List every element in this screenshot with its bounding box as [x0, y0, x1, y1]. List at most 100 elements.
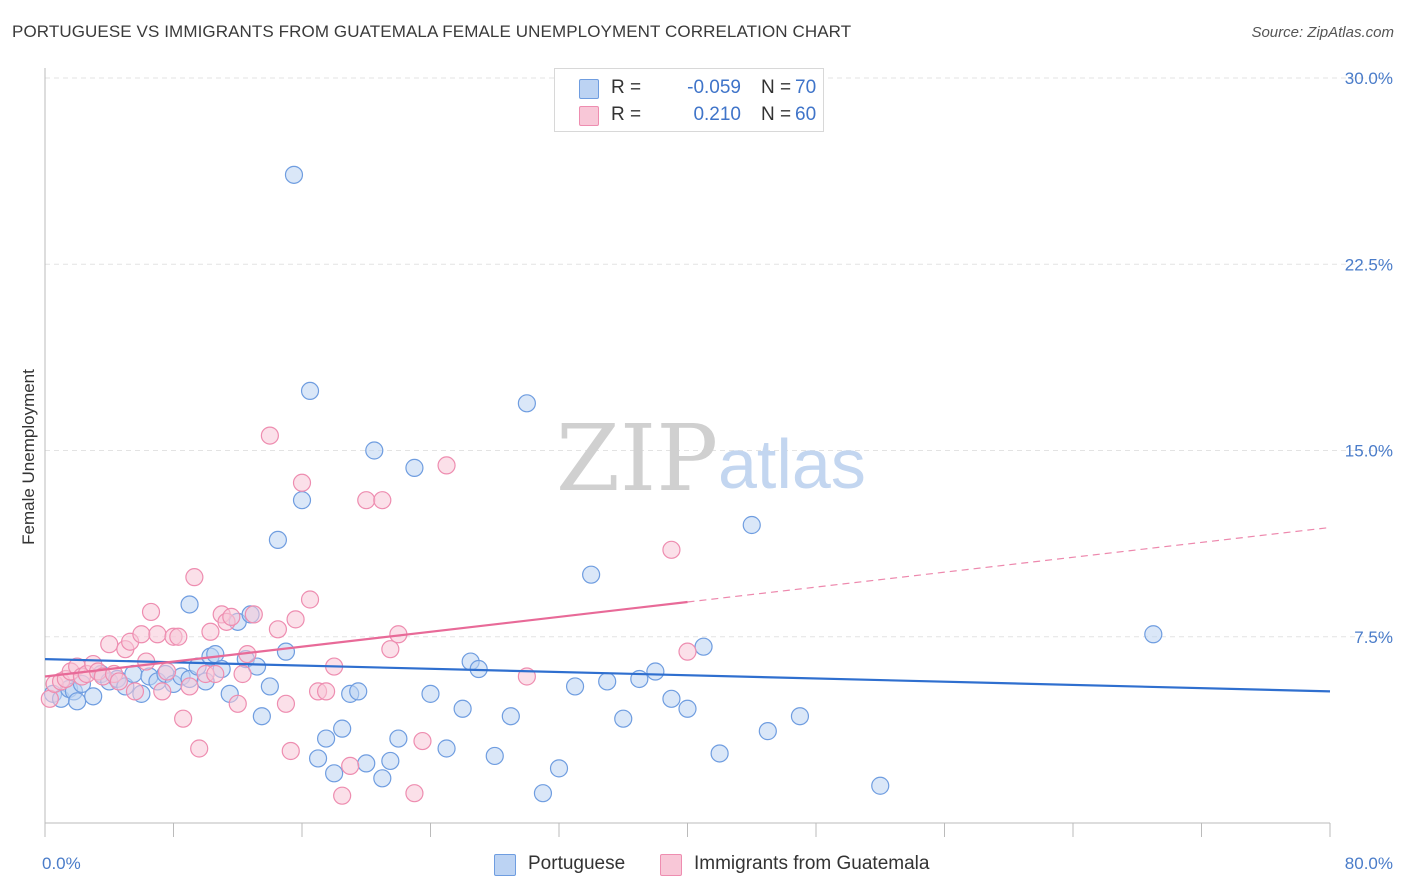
legend-n-label: N = [761, 104, 792, 125]
legend-n-label: N = [761, 77, 792, 98]
y-tick-label: 7.5% [1354, 628, 1393, 647]
guatemala-point [132, 625, 151, 644]
guatemala-point [333, 786, 352, 805]
portuguese-point [790, 707, 810, 726]
portuguese-point [284, 165, 304, 184]
portuguese-point [68, 692, 87, 711]
portuguese-point [710, 744, 729, 763]
portuguese-point [453, 699, 472, 718]
portuguese-point [501, 707, 520, 726]
portuguese-point [678, 699, 697, 718]
legend-r-label: R = [611, 77, 642, 98]
portuguese-point [598, 672, 617, 691]
portuguese-point [365, 441, 384, 460]
watermark-zip: ZIP [556, 405, 718, 512]
portuguese-point [260, 677, 279, 696]
portuguese-point [308, 749, 328, 768]
portuguese-point [405, 458, 424, 477]
guatemala-point [244, 605, 263, 624]
portuguese-point [252, 707, 271, 726]
guatemala-point [228, 694, 247, 713]
guatemala-trend-line [44, 600, 688, 678]
guatemala-point [109, 672, 128, 691]
x-tick-labels: 0.0% 80.0% [42, 854, 1393, 873]
portuguese-point [758, 722, 777, 741]
portuguese-point [871, 776, 890, 795]
guatemala-point [148, 625, 167, 644]
guatemala-point [286, 610, 305, 629]
portuguese-point [357, 754, 376, 773]
chart-title: PORTUGUESE VS IMMIGRANTS FROM GUATEMALA … [12, 22, 852, 41]
guatemala-point [169, 627, 188, 646]
guatemala-point [190, 739, 209, 758]
watermark-atlas: atlas [718, 425, 866, 503]
guatemala-point [153, 682, 172, 701]
bottom-legend-swatch-guatemala [660, 854, 682, 876]
portuguese-point [614, 709, 633, 728]
guatemala-point [292, 473, 312, 492]
y-tick-label: 22.5% [1345, 255, 1393, 274]
guatemala-point [233, 664, 252, 684]
guatemala-point [222, 607, 241, 626]
guatemala-point [381, 640, 400, 659]
portuguese-point [582, 565, 601, 584]
portuguese-point [565, 677, 585, 696]
portuguese-point [389, 729, 408, 748]
source-label: Source: ZipAtlas.com [1251, 24, 1394, 41]
y-tick-label: 30.0% [1345, 69, 1393, 88]
portuguese-point [485, 746, 504, 766]
portuguese-point [742, 515, 761, 535]
y-tick-label: 15.0% [1345, 442, 1393, 461]
guatemala-point [405, 784, 424, 803]
guatemala-point [341, 756, 360, 775]
grid-lines [45, 77, 1392, 638]
portuguese-trend-line [44, 658, 1331, 693]
legend-r-value: 0.210 [693, 104, 741, 125]
legend-r-value: -0.059 [687, 77, 741, 98]
legend-swatch-guatemala [579, 106, 599, 126]
bottom-legend-label-portuguese: Portuguese [528, 853, 626, 874]
watermark: ZIP atlas [556, 405, 866, 512]
portuguese-point [84, 687, 103, 706]
portuguese-point [373, 769, 392, 788]
legend-r-label: R = [611, 104, 642, 125]
legend-n-value: 70 [795, 77, 817, 98]
legend-swatch-portuguese [579, 79, 599, 99]
guatemala-point [437, 456, 456, 475]
guatemala-point [206, 664, 225, 684]
guatemala-point [260, 426, 279, 445]
y-axis-label: Female Unemployment [19, 369, 38, 545]
portuguese-point [517, 394, 536, 413]
portuguese-point [316, 729, 336, 748]
guatemala-point [300, 590, 320, 609]
portuguese-point [349, 682, 368, 701]
portuguese-point [292, 491, 312, 510]
guatemala-point [125, 682, 145, 701]
guatemala-point [413, 731, 432, 751]
guatemala-point [268, 620, 288, 639]
guatemala-point [185, 568, 204, 587]
portuguese-point [694, 637, 713, 656]
guatemala-trend-extension [687, 526, 1331, 603]
portuguese-point [381, 751, 400, 771]
portuguese-point [1144, 625, 1163, 644]
portuguese-point [247, 657, 267, 676]
portuguese-point [276, 642, 296, 661]
guatemala-point [201, 622, 220, 641]
guatemala-point [281, 741, 300, 761]
portuguese-point [268, 530, 288, 550]
portuguese-point [437, 739, 456, 758]
portuguese-point [325, 764, 344, 783]
guatemala-point [357, 491, 376, 510]
portuguese-point [662, 689, 681, 708]
correlation-legend: R = -0.059 N = 70 R = 0.210 N = 60 [554, 68, 824, 132]
bottom-legend-swatch-portuguese [494, 854, 516, 876]
portuguese-point [533, 784, 553, 803]
guatemala-point [174, 709, 193, 728]
guatemala-point [141, 602, 161, 622]
portuguese-point [180, 595, 199, 614]
guatemala-point [180, 677, 199, 696]
guatemala-point [157, 662, 177, 681]
x-tick-label: 0.0% [42, 854, 81, 873]
